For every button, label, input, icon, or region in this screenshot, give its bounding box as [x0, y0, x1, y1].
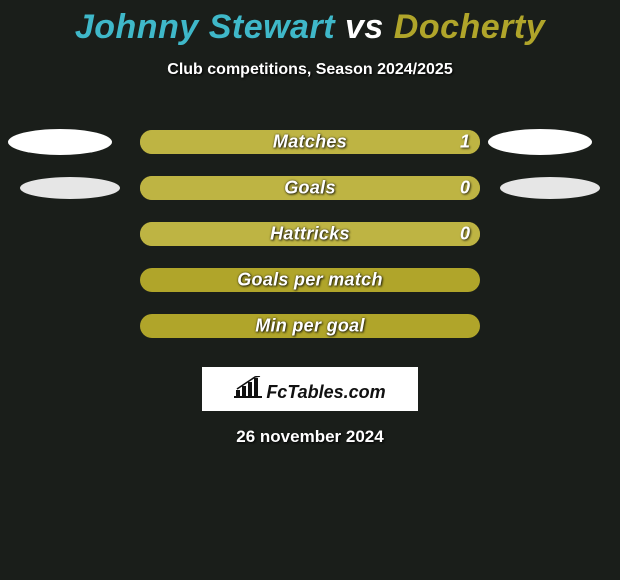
stat-bar-value: 0 — [460, 224, 470, 245]
stat-bar-label: Goals — [140, 178, 480, 199]
stat-rows: Matches1Goals0Hattricks0Goals per matchM… — [0, 119, 620, 349]
stat-bar: Goals per match — [140, 268, 480, 292]
shadow-ellipse-right — [500, 177, 600, 199]
brand-text: FcTables.com — [266, 382, 385, 403]
stat-row: Goals0 — [0, 165, 620, 211]
stat-row: Min per goal — [0, 303, 620, 349]
comparison-subtitle: Club competitions, Season 2024/2025 — [0, 61, 620, 79]
stat-bar-value: 1 — [460, 132, 470, 153]
stat-bar-label: Matches — [140, 132, 480, 153]
title-vs: vs — [345, 8, 384, 46]
comparison-title: Johnny Stewart vs Docherty — [0, 0, 620, 47]
shadow-ellipse-left — [20, 177, 120, 199]
stat-bar-value: 0 — [460, 178, 470, 199]
stat-bar-label: Goals per match — [140, 270, 480, 291]
title-player2: Docherty — [394, 8, 545, 46]
stat-row: Hattricks0 — [0, 211, 620, 257]
shadow-ellipse-left — [8, 129, 112, 155]
stat-bar: Hattricks0 — [140, 222, 480, 246]
stat-row: Matches1 — [0, 119, 620, 165]
stat-bar: Min per goal — [140, 314, 480, 338]
stat-bar-label: Min per goal — [140, 316, 480, 337]
title-player1: Johnny Stewart — [75, 8, 335, 46]
stat-bar-label: Hattricks — [140, 224, 480, 245]
stat-row: Goals per match — [0, 257, 620, 303]
shadow-ellipse-right — [488, 129, 592, 155]
stat-bar: Goals0 — [140, 176, 480, 200]
bar-chart-icon — [234, 376, 262, 398]
stat-bar: Matches1 — [140, 130, 480, 154]
brand-box: FcTables.com — [202, 367, 418, 411]
date-text: 26 november 2024 — [0, 427, 620, 447]
